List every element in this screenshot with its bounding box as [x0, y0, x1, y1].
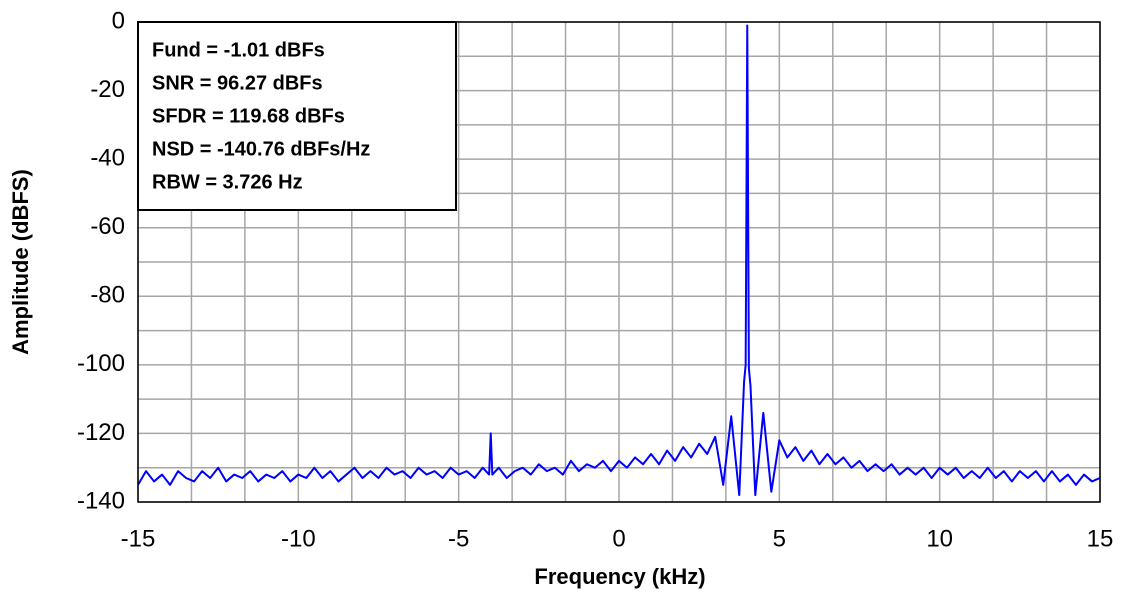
- x-tick-label: 15: [1087, 525, 1114, 552]
- annotation-line: NSD = -140.76 dBFs/Hz: [152, 138, 370, 160]
- y-tick-label: -20: [90, 76, 125, 103]
- x-tick-label: 10: [926, 525, 953, 552]
- plot-frame: [137, 21, 1101, 503]
- x-axis-title: Frequency (kHz): [534, 564, 705, 589]
- annotation-frame: [137, 21, 457, 211]
- y-tick-label: -80: [90, 282, 125, 309]
- y-tick-label: -60: [90, 213, 125, 240]
- annotation-box: Fund = -1.01 dBFs SNR = 96.27 dBFs SFDR = …: [137, 21, 457, 211]
- x-tick-label: -10: [281, 525, 316, 552]
- x-tick-label: -15: [121, 525, 156, 552]
- y-axis-title: Amplitude (dBFS): [8, 169, 33, 355]
- y-tick-label: -40: [90, 144, 125, 171]
- x-tick-label: 0: [612, 525, 625, 552]
- x-tick-label: -5: [448, 525, 469, 552]
- annotation-line: SNR = 96.27 dBFs: [152, 72, 323, 94]
- x-tick-label: 5: [773, 525, 786, 552]
- y-tick-label: -100: [77, 350, 125, 377]
- annotation-line: SFDR = 119.68 dBFs: [152, 105, 345, 127]
- spectrum-line: [137, 24, 1101, 497]
- tick-labels: -15 -10 -5 0 5 10 15 -140 -120 -100 -80 -60 -40 -20 0: [77, 7, 1113, 552]
- annotation-line: RBW = 3.726 Hz: [152, 171, 303, 193]
- y-tick-label: -140: [77, 487, 125, 514]
- y-tick-label: 0: [112, 7, 125, 34]
- grid: [137, 21, 1101, 503]
- annotation-line: Fund = -1.01 dBFs: [152, 39, 325, 61]
- plot: [137, 24, 1101, 497]
- y-tick-label: -120: [77, 419, 125, 446]
